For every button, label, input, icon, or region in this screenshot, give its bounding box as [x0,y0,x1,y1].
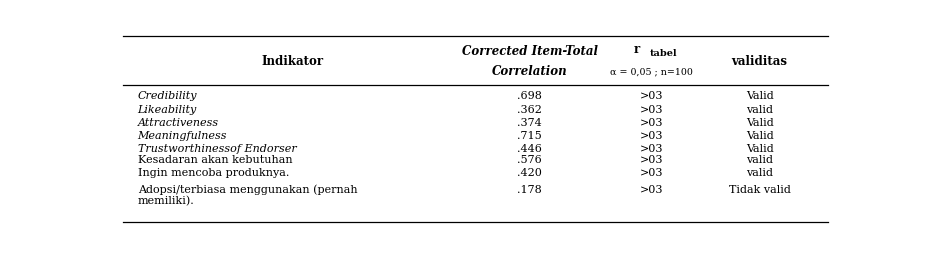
Text: Ingin mencoba produknya.: Ingin mencoba produknya. [137,168,288,178]
Text: Valid: Valid [745,118,773,128]
Text: .374: .374 [516,118,541,128]
Text: Correlation: Correlation [491,65,566,78]
Text: Corrected Item-Total: Corrected Item-Total [461,44,597,57]
Text: >03: >03 [640,105,663,115]
Text: tabel: tabel [649,50,677,58]
Text: >03: >03 [640,168,663,178]
Text: .420: .420 [516,168,541,178]
Text: valid: valid [745,155,772,165]
Text: Indikator: Indikator [260,55,323,68]
Text: Tidak valid: Tidak valid [728,185,790,195]
Text: >03: >03 [640,91,663,101]
Text: r: r [633,43,640,56]
Text: >03: >03 [640,131,663,141]
Text: validitas: validitas [730,55,787,68]
Text: Valid: Valid [745,131,773,141]
Text: α = 0,05 ; n=100: α = 0,05 ; n=100 [610,67,692,76]
Text: Valid: Valid [745,91,773,101]
Text: Trustworthinessof Endorser: Trustworthinessof Endorser [137,144,296,154]
Text: .576: .576 [516,155,541,165]
Text: Attractiveness: Attractiveness [137,118,219,128]
Text: memiliki).: memiliki). [137,196,194,206]
Text: Valid: Valid [745,144,773,154]
Text: Adopsi/terbiasa menggunakan (pernah: Adopsi/terbiasa menggunakan (pernah [137,185,357,195]
Text: Kesadaran akan kebutuhan: Kesadaran akan kebutuhan [137,155,292,165]
Text: >03: >03 [640,118,663,128]
Text: >03: >03 [640,155,663,165]
Text: >03: >03 [640,185,663,195]
Text: >03: >03 [640,144,663,154]
Text: .362: .362 [516,105,541,115]
Text: valid: valid [745,105,772,115]
Text: .715: .715 [516,131,541,141]
Text: valid: valid [745,168,772,178]
Text: .178: .178 [516,185,541,195]
Text: Likeability: Likeability [137,105,197,115]
Text: Credibility: Credibility [137,91,197,101]
Text: .698: .698 [516,91,541,101]
Text: Meaningfulness: Meaningfulness [137,131,227,141]
Text: .446: .446 [516,144,541,154]
